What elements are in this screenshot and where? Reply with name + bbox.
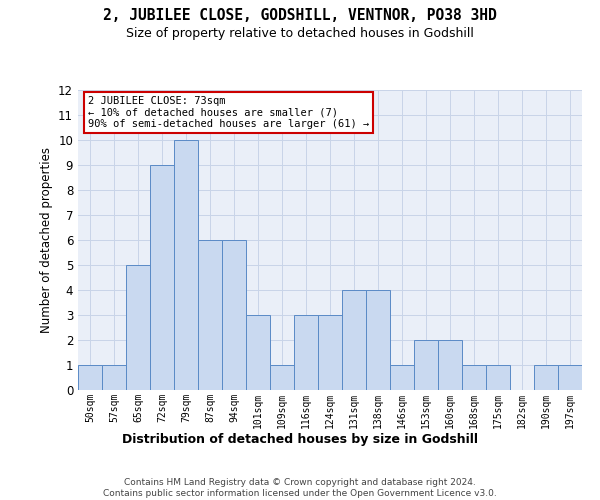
- Bar: [462, 365, 486, 390]
- Text: 2 JUBILEE CLOSE: 73sqm
← 10% of detached houses are smaller (7)
90% of semi-deta: 2 JUBILEE CLOSE: 73sqm ← 10% of detached…: [88, 96, 370, 129]
- Text: Contains HM Land Registry data © Crown copyright and database right 2024.
Contai: Contains HM Land Registry data © Crown c…: [103, 478, 497, 498]
- Bar: [318, 315, 342, 390]
- Bar: [246, 315, 270, 390]
- Bar: [438, 340, 462, 390]
- Bar: [366, 290, 390, 390]
- Bar: [222, 240, 246, 390]
- Bar: [174, 140, 198, 390]
- Bar: [390, 365, 414, 390]
- Bar: [486, 365, 510, 390]
- Text: 2, JUBILEE CLOSE, GODSHILL, VENTNOR, PO38 3HD: 2, JUBILEE CLOSE, GODSHILL, VENTNOR, PO3…: [103, 8, 497, 22]
- Text: Size of property relative to detached houses in Godshill: Size of property relative to detached ho…: [126, 28, 474, 40]
- Bar: [126, 265, 150, 390]
- Bar: [342, 290, 366, 390]
- Bar: [558, 365, 582, 390]
- Bar: [150, 165, 174, 390]
- Bar: [198, 240, 222, 390]
- Text: Distribution of detached houses by size in Godshill: Distribution of detached houses by size …: [122, 432, 478, 446]
- Bar: [534, 365, 558, 390]
- Bar: [270, 365, 294, 390]
- Bar: [102, 365, 126, 390]
- Bar: [78, 365, 102, 390]
- Bar: [414, 340, 438, 390]
- Y-axis label: Number of detached properties: Number of detached properties: [40, 147, 53, 333]
- Bar: [294, 315, 318, 390]
